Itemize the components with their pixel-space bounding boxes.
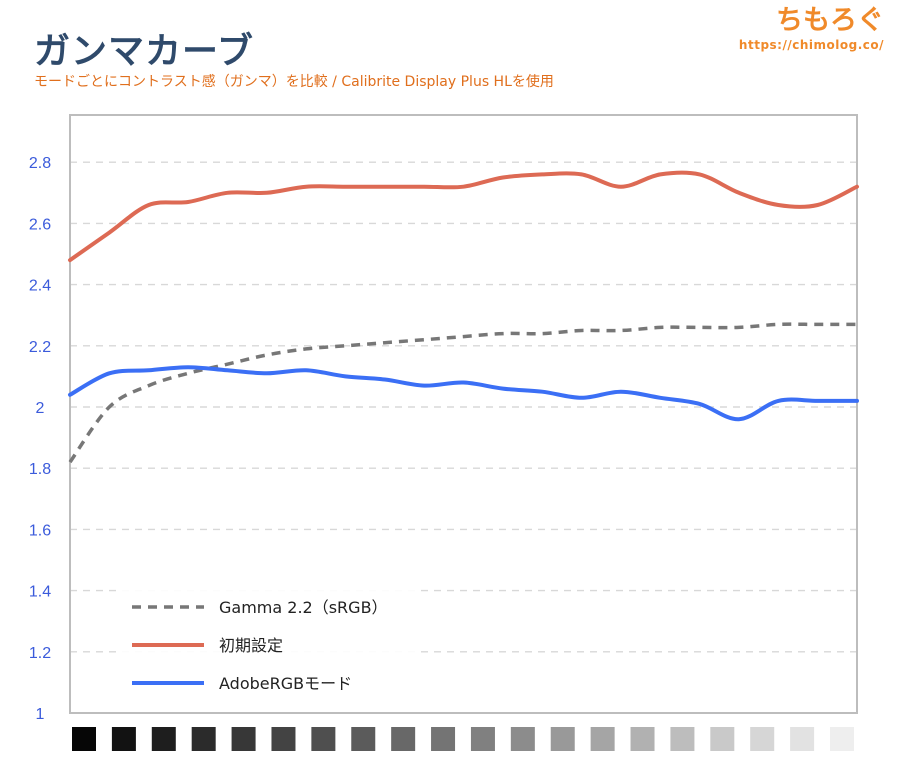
grayscale-step <box>431 727 456 751</box>
brand-url: https://chimolog.co/ <box>738 38 884 52</box>
grayscale-step <box>72 727 96 751</box>
brand-logo: ちもろぐ <box>776 5 884 36</box>
grayscale-step <box>311 727 336 751</box>
grayscale-step <box>630 727 655 751</box>
grayscale-step <box>271 727 296 751</box>
grayscale-step <box>670 727 695 751</box>
y-tick-label: 2.8 <box>29 155 51 172</box>
grayscale-step <box>830 727 854 751</box>
y-tick-label: 2.4 <box>29 278 51 295</box>
y-tick-label: 2 <box>36 400 45 417</box>
initial-setting-line <box>68 170 859 263</box>
page-subtitle: モードごとにコントラスト感（ガンマ）を比較 / Calibrite Displa… <box>34 74 554 90</box>
grayscale-step <box>510 727 535 751</box>
y-tick-label: 1.2 <box>29 645 51 662</box>
y-tick-label: 2.6 <box>29 216 51 233</box>
legend-label: 初期設定 <box>219 636 283 655</box>
grayscale-step <box>391 727 416 751</box>
grayscale-step <box>550 727 575 751</box>
legend-label: Gamma 2.2（sRGB） <box>219 598 388 617</box>
grayscale-step <box>191 727 216 751</box>
brand: ちもろぐ https://chimolog.co/ <box>739 4 884 52</box>
grayscale-step <box>710 727 735 751</box>
grayscale-step <box>151 727 176 751</box>
grayscale-step <box>351 727 376 751</box>
grayscale-step <box>750 727 775 751</box>
adobergb-line <box>68 365 859 422</box>
y-tick-label: 2.2 <box>29 339 51 356</box>
grayscale-step <box>470 727 495 751</box>
legend-label: AdobeRGBモード <box>219 674 352 693</box>
page-title: ガンマカーブ <box>34 31 254 72</box>
y-tick-label: 1.4 <box>29 584 51 601</box>
y-tick-label: 1.6 <box>29 522 51 539</box>
plot-border <box>69 114 858 714</box>
gamma22-line <box>68 322 857 464</box>
y-tick-label: 1.8 <box>29 461 51 478</box>
grayscale-step <box>590 727 615 751</box>
y-tick-label: 1 <box>36 706 45 723</box>
grayscale-step <box>231 727 256 751</box>
grayscale-step <box>790 727 815 751</box>
grayscale-step <box>111 727 136 751</box>
